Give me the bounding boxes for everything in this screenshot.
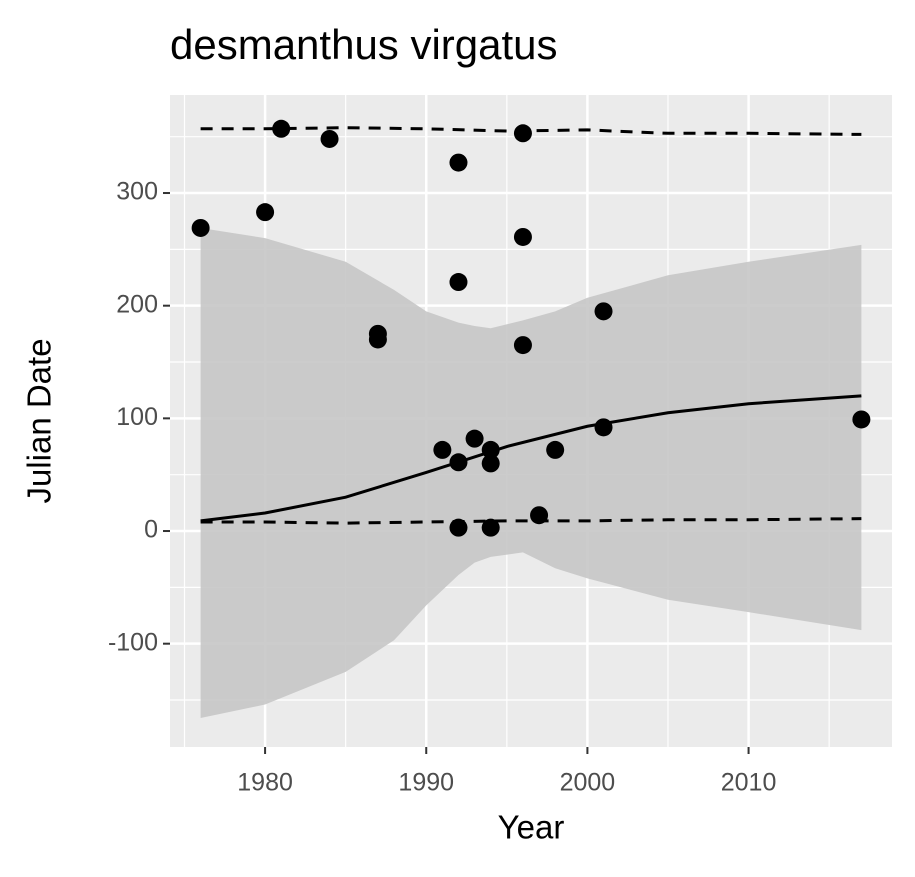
x-tick-label: 1990 — [398, 769, 454, 797]
y-tick-label: 100 — [116, 403, 158, 431]
data-point — [449, 153, 468, 172]
data-point — [256, 203, 275, 222]
y-tick-label: 200 — [116, 290, 158, 318]
fit-line — [200, 394, 862, 523]
data-point — [481, 440, 500, 459]
x-tick-label: 2000 — [560, 769, 616, 797]
data-point — [594, 302, 613, 321]
y-tick-label: 300 — [116, 178, 158, 206]
x-axis-title: Year — [498, 809, 565, 846]
data-point — [546, 440, 565, 459]
chart-title: desmanthus virgatus — [170, 21, 558, 68]
data-point — [272, 119, 291, 138]
data-point — [530, 506, 549, 525]
data-point — [368, 330, 387, 349]
y-axis-title: Julian Date — [21, 338, 58, 503]
data-point — [465, 429, 484, 448]
x-tick-label: 1980 — [237, 769, 293, 797]
data-point — [594, 418, 613, 437]
data-point — [449, 453, 468, 472]
data-point — [481, 454, 500, 473]
data-point — [852, 410, 871, 429]
data-point — [191, 218, 210, 237]
confidence-ribbon — [200, 227, 862, 719]
y-tick-label: 0 — [144, 516, 158, 544]
x-tick-label: 2010 — [721, 769, 777, 797]
data-point — [449, 518, 468, 537]
data-point — [513, 124, 532, 143]
data-point — [513, 336, 532, 355]
data-point — [481, 518, 500, 537]
data-point — [433, 440, 452, 459]
data-point — [513, 227, 532, 246]
quantile-line — [200, 126, 862, 136]
data-point — [449, 273, 468, 292]
data-point — [320, 129, 339, 148]
quantile-line — [200, 517, 862, 525]
y-tick-label: -100 — [108, 628, 158, 656]
